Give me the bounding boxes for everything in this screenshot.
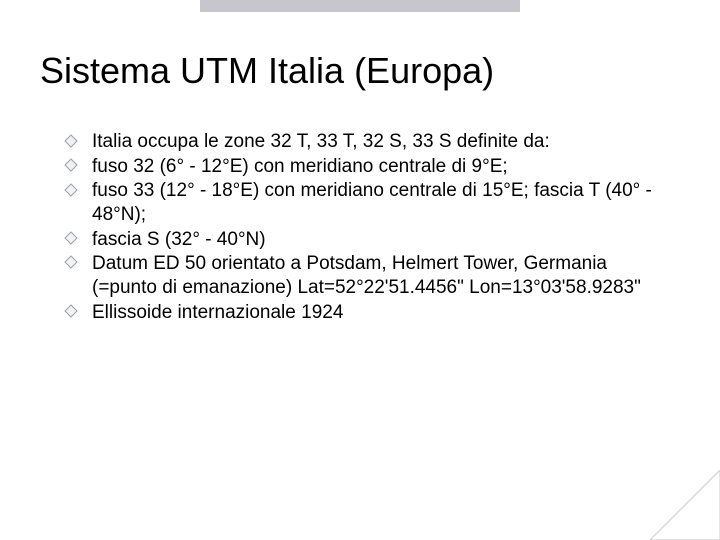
diamond-bullet-icon [64,304,78,318]
bullet-item: Italia occupa le zone 32 T, 33 T, 32 S, … [64,130,668,154]
diamond-bullet-icon [64,134,78,148]
diamond-bullet-icon [64,183,78,197]
diamond-bullet-icon [64,255,78,269]
bullet-text: fascia S (32° - 40°N) [92,229,266,250]
corner-fold-icon [650,470,720,540]
bullet-text: fuso 33 (12° - 18°E) con meridiano centr… [92,180,652,225]
bullet-item: Ellissoide internazionale 1924 [64,301,668,325]
bullet-text: Datum ED 50 orientato a Potsdam, Helmert… [92,253,641,298]
bullet-item: fascia S (32° - 40°N) [64,228,668,252]
slide-container: Sistema UTM Italia (Europa) Italia occup… [0,0,720,540]
bullet-item: Datum ED 50 orientato a Potsdam, Helmert… [64,252,668,301]
slide-title: Sistema UTM Italia (Europa) [40,50,680,92]
bullet-item: fuso 33 (12° - 18°E) con meridiano centr… [64,179,668,228]
diamond-bullet-icon [64,231,78,245]
bullet-list: Italia occupa le zone 32 T, 33 T, 32 S, … [40,130,680,325]
diamond-bullet-icon [64,158,78,172]
bullet-text: Italia occupa le zone 32 T, 33 T, 32 S, … [92,131,550,152]
bullet-text: Ellissoide internazionale 1924 [92,302,343,323]
bullet-item: fuso 32 (6° - 12°E) con meridiano centra… [64,155,668,179]
bullet-text: fuso 32 (6° - 12°E) con meridiano centra… [92,156,508,177]
